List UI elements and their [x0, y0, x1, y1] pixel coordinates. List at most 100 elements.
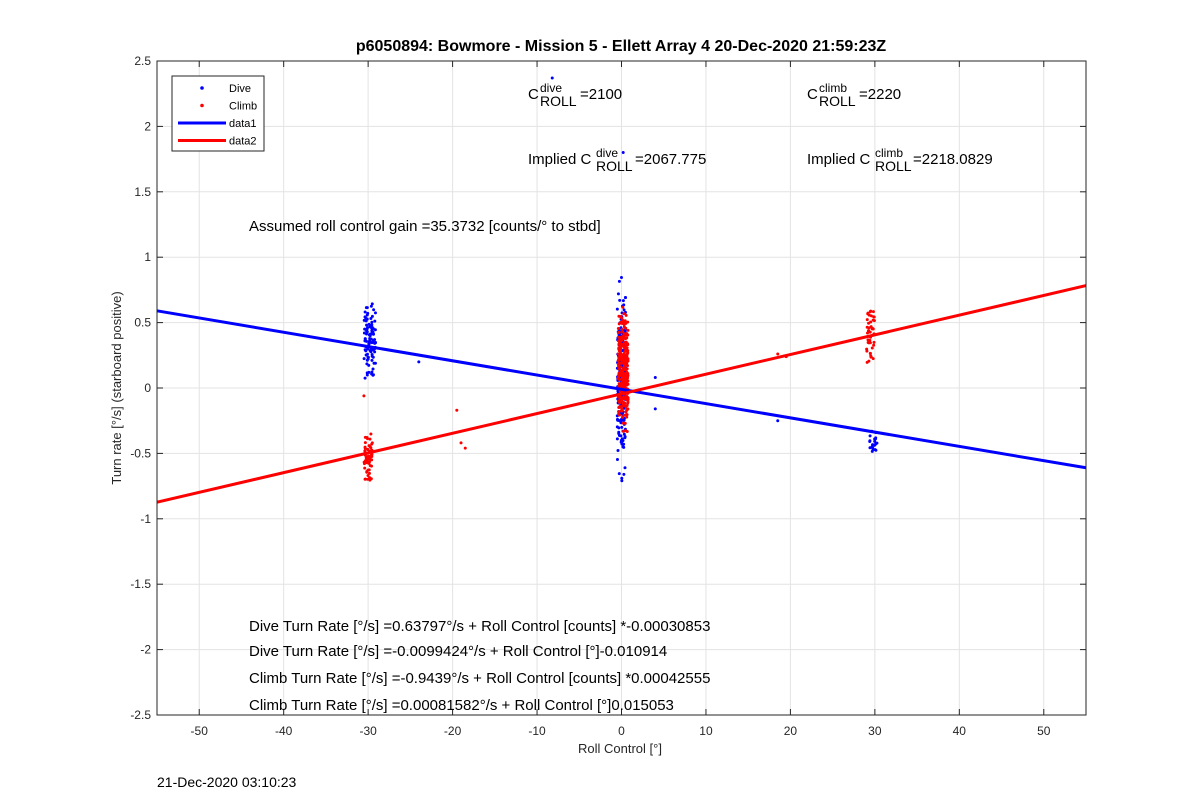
climb-point: [624, 343, 628, 347]
climb-point: [363, 466, 367, 470]
implied-dive-prefix: Implied C: [528, 151, 592, 168]
dive-point: [371, 332, 375, 336]
dive-point: [370, 358, 374, 362]
climb-equation-degrees: Climb Turn Rate [°/s] =0.00081582°/s + R…: [249, 697, 674, 714]
dive-point: [370, 302, 374, 306]
dive-point: [616, 292, 620, 296]
climb-point: [623, 366, 627, 370]
x-tick-label: 30: [868, 724, 882, 738]
y-axis-label: Turn rate [°/s] (starboard positive): [109, 291, 124, 484]
dive-point: [368, 325, 372, 329]
y-tick-label: -2: [140, 643, 151, 657]
climb-point: [617, 410, 621, 414]
climb-point: [619, 345, 623, 349]
legend-box: [171, 75, 265, 152]
climb-point: [625, 383, 629, 387]
climb-point: [872, 319, 876, 323]
climb-point: [871, 310, 875, 314]
dive-point: [617, 279, 621, 283]
climb-point: [620, 415, 624, 419]
climb-point: [616, 399, 620, 403]
x-axis-label: Roll Control [°]: [578, 741, 662, 756]
climb-point: [624, 368, 628, 372]
climb-point: [620, 355, 624, 359]
climb-point: [624, 346, 628, 350]
climb-point: [867, 326, 871, 330]
climb-point: [872, 315, 876, 319]
climb-point: [625, 353, 629, 357]
climb-point: [621, 305, 625, 309]
implied-climb-prefix: Implied C: [807, 151, 871, 168]
climb-point: [618, 405, 622, 409]
climb-point: [362, 460, 366, 464]
climb-point: [622, 403, 626, 407]
climb-point: [365, 470, 369, 474]
dive-point: [363, 376, 367, 380]
dive-point: [367, 370, 371, 374]
roll-gain-annotation: Assumed roll control gain =35.3732 [coun…: [249, 218, 601, 235]
dive-point: [620, 476, 624, 480]
implied-dive-sub: ROLL: [596, 158, 633, 174]
dive-point: [366, 355, 370, 359]
climb-point: [620, 408, 624, 412]
climb-point: [625, 349, 629, 353]
climb-point: [366, 474, 370, 478]
dive-point: [617, 472, 621, 476]
legend-label-data1: data1: [229, 118, 257, 130]
dive-point: [622, 308, 626, 312]
dive-point: [372, 308, 376, 312]
dive-point: [623, 466, 627, 470]
x-tick-label: -30: [359, 724, 377, 738]
climb-point: [369, 432, 373, 436]
dive-point: [365, 352, 369, 356]
climb-point: [366, 447, 370, 451]
dive-point: [371, 373, 375, 377]
dive-point: [365, 330, 369, 334]
climb-point: [620, 327, 624, 331]
climb-point: [869, 314, 873, 318]
climb-point: [865, 318, 869, 322]
climb-point: [625, 429, 629, 433]
dive-point: [870, 445, 874, 449]
climb-point: [463, 446, 467, 450]
y-tick-label: 1.5: [134, 185, 151, 199]
x-tick-label: 50: [1037, 724, 1051, 738]
climb-point: [370, 458, 374, 462]
climb-point: [869, 355, 873, 359]
dive-point: [622, 303, 626, 307]
dive-point: [366, 347, 370, 351]
c-roll-dive-value: =2100: [580, 86, 622, 103]
implied-climb-value: =2218.0829: [913, 151, 993, 168]
climb-point: [368, 476, 372, 480]
climb-equation-counts: Climb Turn Rate [°/s] =-0.9439°/s + Roll…: [249, 670, 710, 687]
x-tick-label: 10: [699, 724, 713, 738]
legend-label-dive: Dive: [229, 83, 251, 95]
climb-point: [625, 336, 629, 340]
climb-point: [618, 349, 622, 353]
dive-point: [622, 442, 626, 446]
climb-point: [626, 359, 630, 363]
y-tick-label: -1.5: [130, 577, 151, 591]
c-roll-climb-value: =2220: [859, 86, 901, 103]
dive-point: [619, 276, 623, 280]
dive-point: [368, 340, 372, 344]
climb-point: [872, 340, 876, 344]
implied-dive-annotation: Implied C dive ROLL =2067.775: [528, 146, 706, 174]
climb-point: [869, 320, 873, 324]
climb-point: [619, 315, 623, 319]
dive-point: [368, 337, 372, 341]
climb-point: [621, 342, 625, 346]
x-tick-label: -20: [444, 724, 462, 738]
climb-point: [619, 384, 623, 388]
climb-point: [625, 370, 629, 374]
dive-point: [368, 333, 372, 337]
dive-point: [373, 328, 377, 332]
climb-point: [621, 429, 625, 433]
dive-point: [617, 432, 621, 436]
c-roll-dive-sub: ROLL: [540, 93, 577, 109]
legend-label-data2: data2: [229, 136, 257, 148]
dive-equation-degrees: Dive Turn Rate [°/s] =-0.0099424°/s + Ro…: [249, 643, 667, 660]
dive-point: [874, 448, 878, 452]
climb-point: [617, 366, 621, 370]
climb-point: [617, 361, 621, 365]
